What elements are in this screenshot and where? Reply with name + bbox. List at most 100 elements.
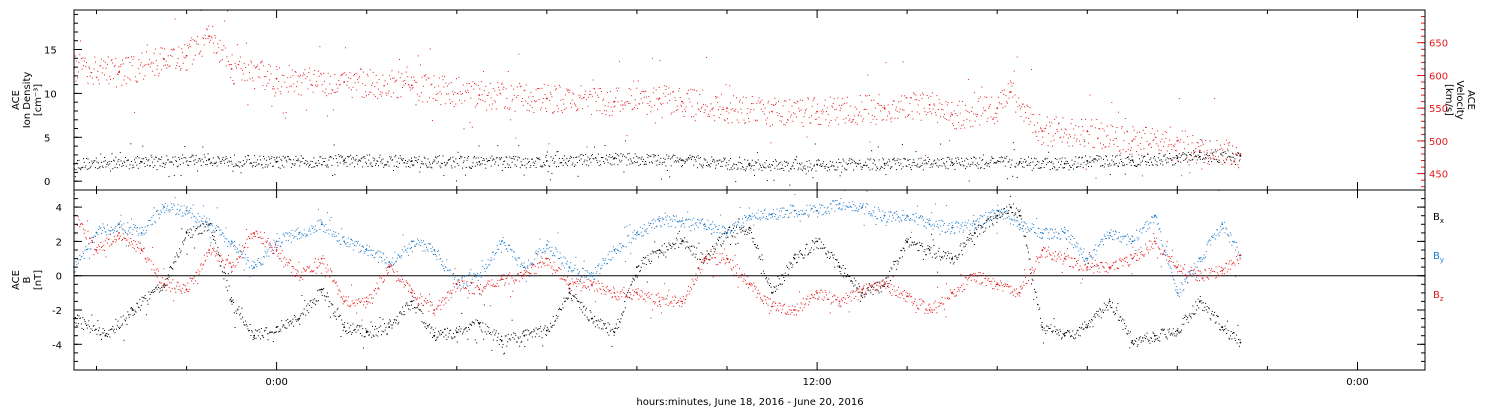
velocity-point [353,75,355,77]
b-bx-point [1010,207,1012,209]
b-bx-point [1040,317,1041,319]
velocity-point [657,98,659,100]
velocity-point [846,102,848,104]
density-point [964,168,966,170]
density-point [642,158,644,160]
b-bx-point [375,334,377,336]
velocity-point [804,112,806,114]
velocity-point [112,62,114,64]
density-point [1165,159,1167,161]
density-point [588,165,590,167]
density-point [277,160,279,162]
velocity-point [1209,156,1211,158]
velocity-point [156,68,158,70]
velocity-point [121,84,123,86]
density-point [984,164,986,166]
b-bx-point [1118,320,1120,321]
velocity-point [164,48,166,50]
density-point [969,165,971,167]
density-point [802,169,803,171]
b-bx-point [79,317,81,319]
density-point [251,163,253,165]
density-point [481,163,483,165]
velocity-point [305,109,307,111]
b-bx-point [331,304,333,306]
b-bx-point [249,324,251,325]
velocity-point [724,119,725,121]
velocity-point [920,119,922,121]
velocity-point [782,105,784,107]
b-bx-point [257,330,259,332]
velocity-point [843,118,845,120]
density-point [585,164,587,166]
density-point [337,165,339,167]
b-bx-point [731,235,733,237]
density-point [1184,153,1186,155]
density-point [513,156,515,157]
b-bx-point [571,300,573,302]
density-point [101,161,102,163]
density-point [1211,152,1213,154]
b-bx-point [917,250,919,251]
density-point [1024,158,1026,160]
density-point [456,163,458,164]
b-bx-point [329,301,331,302]
b-bx-point [538,335,540,337]
velocity-point [654,104,656,106]
b-bx-point [87,324,89,326]
b-bx-point [906,238,908,240]
velocity-point [961,101,963,102]
density-point [1159,159,1161,161]
velocity-point [1035,132,1037,134]
density-point [701,165,703,167]
density-point [145,157,147,158]
velocity-point [543,83,545,85]
velocity-point [1165,137,1167,139]
b-bx-point [769,285,770,286]
b-bx-point [569,288,571,290]
b-bx-point [808,252,810,254]
density-point [842,158,844,160]
density-point [384,164,385,166]
b-bx-point [479,326,481,328]
density-point [512,157,514,159]
b-bx-point [1229,335,1231,337]
b-bx-point [376,328,378,330]
b-bx-point [806,243,808,245]
b-bx-point [841,267,843,269]
density-point [458,164,460,166]
density-point [704,159,706,161]
b-bx-point [245,323,247,325]
density-point [780,161,782,163]
velocity-point [1193,153,1195,155]
velocity-point [289,86,291,88]
velocity-point [766,123,767,125]
velocity-point [927,112,929,114]
b-bx-point [992,224,994,226]
b-bx-point [600,328,602,330]
density-point [994,162,996,164]
density-point [299,165,301,167]
density-point [278,166,280,168]
b-bx-point [510,339,512,341]
velocity-point [265,76,267,77]
b-bx-point [892,275,894,277]
density-point [416,160,418,162]
b-bx-point [252,339,254,340]
b-bx-point [140,309,141,311]
density-point [926,163,928,165]
density-point [505,156,507,158]
velocity-point [1239,153,1242,155]
density-point [898,165,900,166]
b-bx-point [101,332,103,334]
density-point [290,166,292,168]
density-point [191,156,193,158]
velocity-point [105,67,107,69]
density-point [489,157,491,159]
density-point [518,145,520,147]
density-point [1006,178,1008,180]
b-bx-point [717,238,719,240]
velocity-point [962,124,964,126]
b-bx-point [904,239,906,241]
density-point [546,151,548,153]
